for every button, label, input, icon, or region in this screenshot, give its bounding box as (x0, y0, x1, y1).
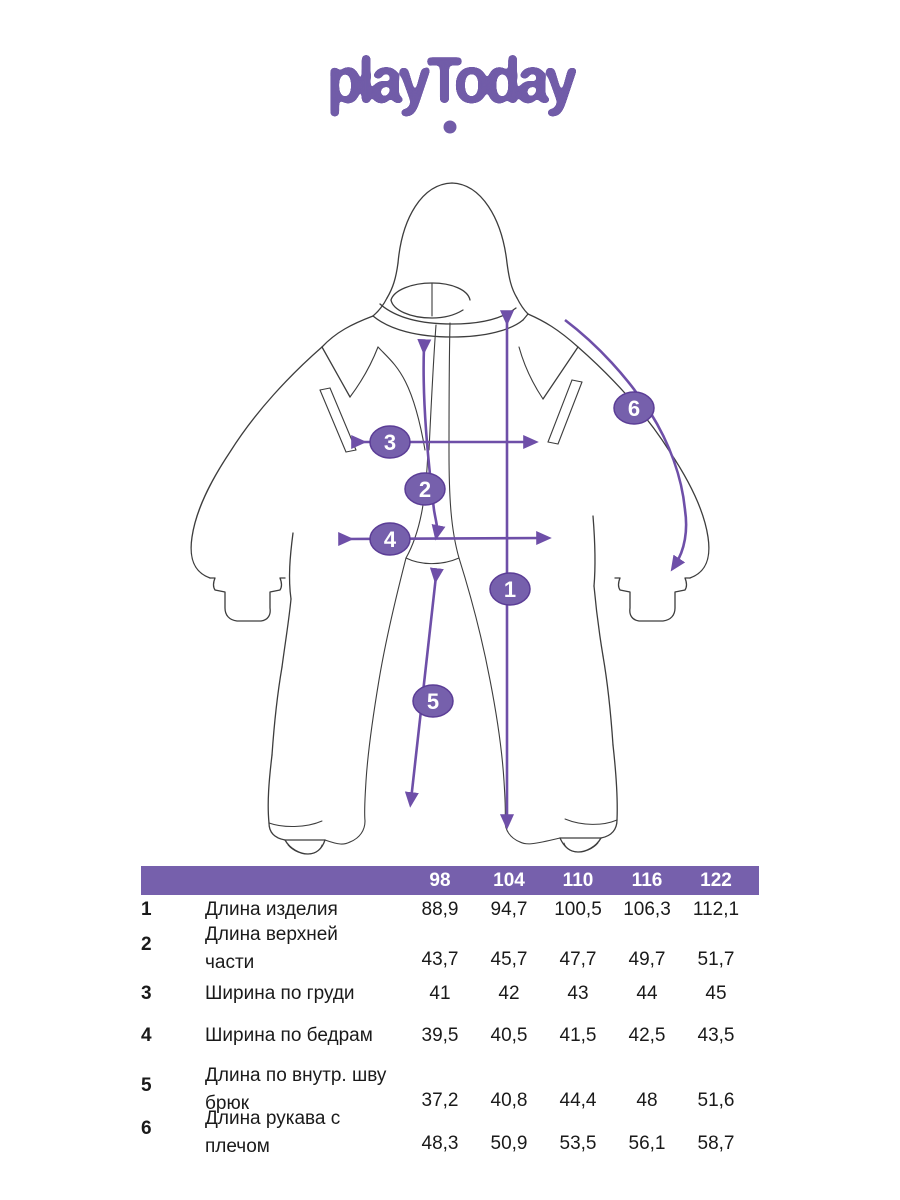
svg-text:6: 6 (628, 396, 640, 421)
svg-text:1: 1 (504, 577, 516, 602)
svg-text:3: 3 (384, 430, 396, 455)
svg-text:5: 5 (427, 689, 439, 714)
svg-text:4: 4 (384, 527, 397, 552)
svg-text:2: 2 (419, 477, 431, 502)
